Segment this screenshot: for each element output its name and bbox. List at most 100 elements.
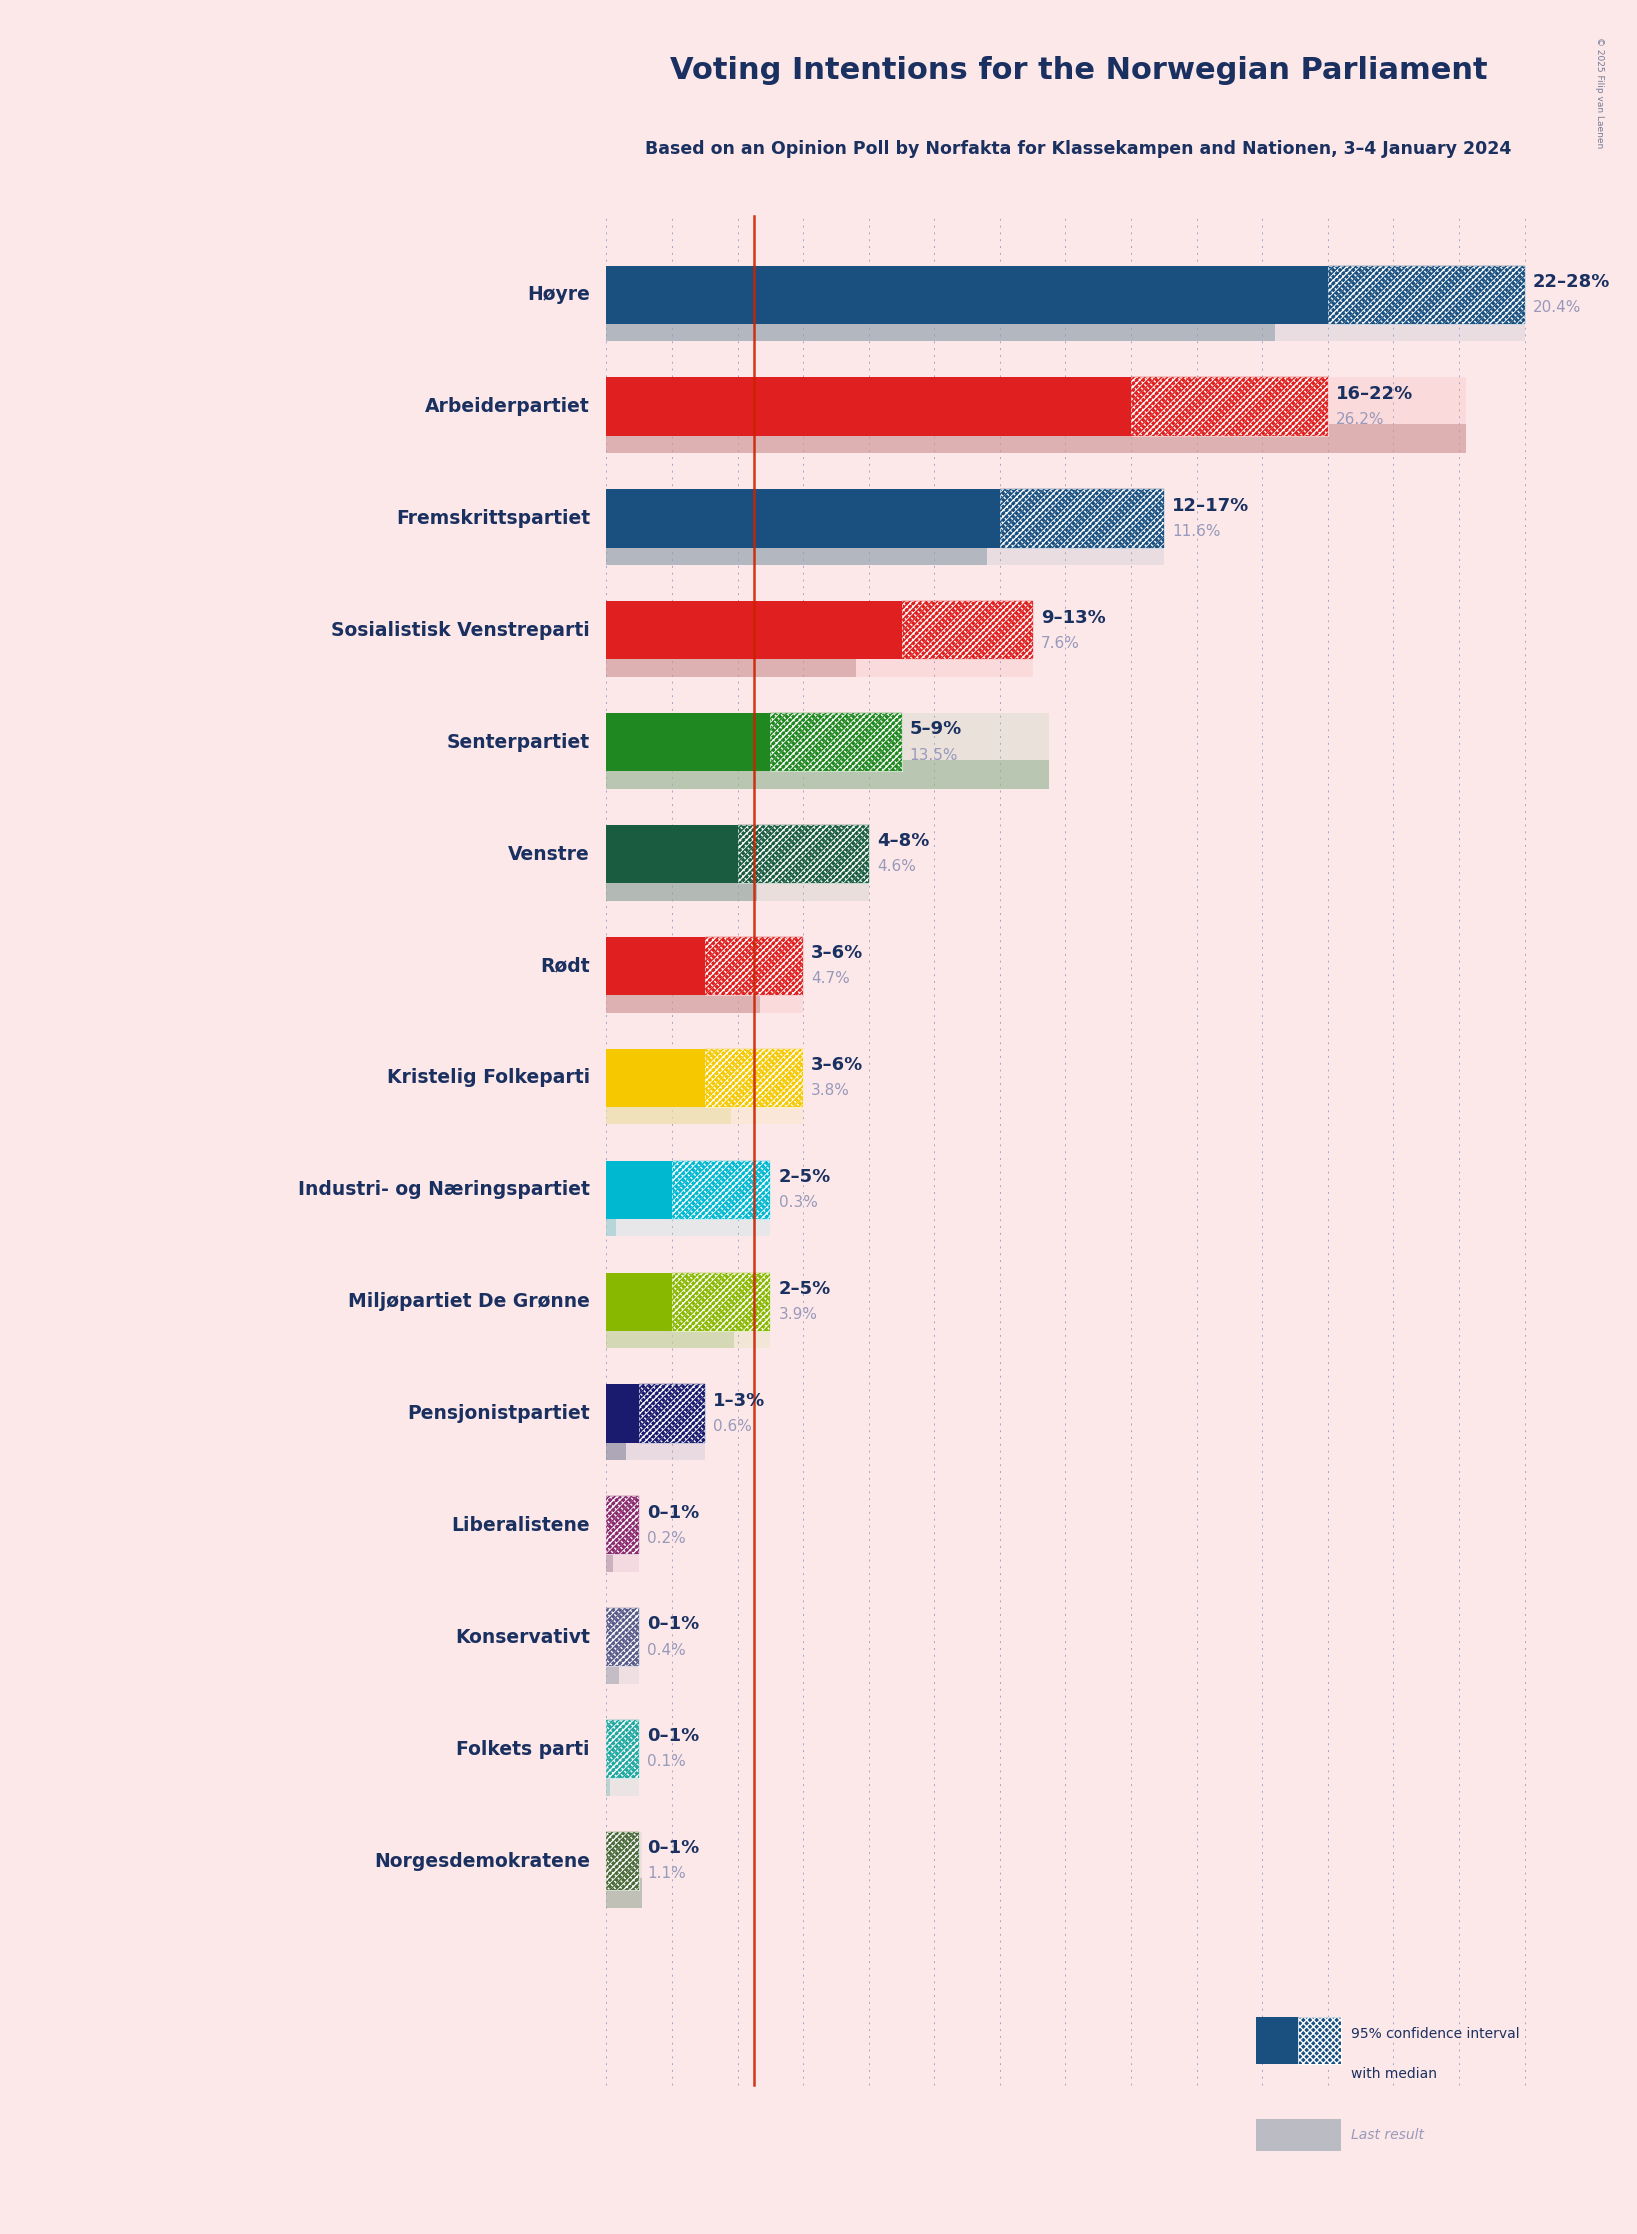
Text: 20.4%: 20.4% bbox=[1532, 299, 1581, 315]
Text: Fremskrittspartiet: Fremskrittspartiet bbox=[396, 509, 589, 527]
Text: 4–8%: 4–8% bbox=[877, 833, 930, 851]
Bar bbox=[606, 266, 1524, 342]
Bar bbox=[638, 1385, 704, 1443]
Bar bbox=[606, 1497, 638, 1573]
Bar bbox=[606, 1767, 609, 1796]
Bar bbox=[606, 1385, 704, 1461]
Text: Miljøpartiet De Grønne: Miljøpartiet De Grønne bbox=[349, 1291, 589, 1311]
Text: 11.6%: 11.6% bbox=[1172, 523, 1221, 538]
Bar bbox=[606, 1832, 642, 1908]
Text: 0–1%: 0–1% bbox=[647, 1839, 699, 1856]
Text: 0.1%: 0.1% bbox=[647, 1754, 686, 1769]
Bar bbox=[606, 1832, 638, 1890]
Bar bbox=[606, 1497, 638, 1555]
Bar bbox=[671, 1162, 771, 1220]
Bar bbox=[902, 601, 1033, 659]
Bar bbox=[606, 1497, 638, 1555]
Bar bbox=[606, 1162, 671, 1220]
Bar bbox=[606, 824, 869, 900]
Text: with median: with median bbox=[1351, 2066, 1437, 2080]
Bar bbox=[1328, 266, 1524, 324]
Bar bbox=[606, 1048, 804, 1124]
Bar bbox=[771, 713, 902, 771]
Text: 0–1%: 0–1% bbox=[647, 1615, 699, 1633]
Bar bbox=[671, 1273, 771, 1331]
Text: 2–5%: 2–5% bbox=[779, 1168, 830, 1186]
Bar bbox=[1298, 2017, 1341, 2064]
Bar bbox=[606, 489, 1164, 565]
Bar bbox=[606, 713, 771, 771]
Bar bbox=[606, 1720, 638, 1778]
Bar bbox=[1256, 2120, 1341, 2151]
Bar bbox=[704, 1048, 804, 1108]
Bar bbox=[671, 1273, 771, 1331]
Bar bbox=[1131, 378, 1328, 436]
Bar bbox=[704, 936, 804, 994]
Bar bbox=[606, 1048, 704, 1108]
Bar bbox=[606, 1162, 771, 1235]
Text: 1.1%: 1.1% bbox=[647, 1865, 686, 1881]
Text: 22–28%: 22–28% bbox=[1532, 273, 1611, 290]
Bar bbox=[606, 1273, 671, 1331]
Bar bbox=[606, 936, 804, 1012]
Text: 16–22%: 16–22% bbox=[1336, 384, 1413, 402]
Text: 5–9%: 5–9% bbox=[910, 719, 963, 739]
Text: 0.6%: 0.6% bbox=[712, 1419, 751, 1434]
Text: Pensjonistpartiet: Pensjonistpartiet bbox=[408, 1403, 589, 1423]
Text: 0.2%: 0.2% bbox=[647, 1530, 686, 1546]
Bar bbox=[606, 378, 1465, 454]
Bar bbox=[1000, 489, 1164, 547]
Bar bbox=[606, 1720, 638, 1796]
Text: © 2025 Filip van Laenen: © 2025 Filip van Laenen bbox=[1594, 38, 1604, 150]
Text: 3.9%: 3.9% bbox=[779, 1307, 817, 1323]
Text: 0–1%: 0–1% bbox=[647, 1727, 699, 1745]
Bar bbox=[606, 824, 738, 882]
Text: Arbeiderpartiet: Arbeiderpartiet bbox=[426, 398, 589, 416]
Text: 26.2%: 26.2% bbox=[1336, 411, 1385, 427]
Bar bbox=[606, 1318, 735, 1347]
Bar bbox=[1131, 378, 1328, 436]
Text: Rødt: Rødt bbox=[540, 956, 589, 976]
Bar bbox=[671, 1273, 771, 1331]
Bar bbox=[771, 713, 902, 771]
Text: Voting Intentions for the Norwegian Parliament: Voting Intentions for the Norwegian Parl… bbox=[670, 56, 1488, 85]
Bar bbox=[704, 936, 804, 994]
Text: Senterpartiet: Senterpartiet bbox=[447, 733, 589, 751]
Bar bbox=[606, 1879, 642, 1908]
Bar bbox=[606, 1497, 638, 1555]
Text: Høyre: Høyre bbox=[527, 286, 589, 304]
Text: Folkets parti: Folkets parti bbox=[457, 1740, 589, 1758]
Bar bbox=[738, 824, 869, 882]
Bar bbox=[606, 424, 1465, 454]
Bar bbox=[606, 1432, 625, 1461]
Bar bbox=[704, 936, 804, 994]
Text: Based on an Opinion Poll by Norfakta for Klassekampen and Nationen, 3–4 January : Based on an Opinion Poll by Norfakta for… bbox=[645, 141, 1513, 159]
Bar bbox=[1328, 266, 1524, 324]
Bar bbox=[606, 713, 1049, 789]
Text: Liberalistene: Liberalistene bbox=[452, 1517, 589, 1535]
Bar bbox=[606, 313, 1275, 342]
Bar bbox=[606, 983, 761, 1012]
Bar bbox=[704, 1048, 804, 1108]
Bar bbox=[606, 1832, 638, 1890]
Text: Konservativt: Konservativt bbox=[455, 1629, 589, 1646]
Bar bbox=[606, 1608, 638, 1684]
Bar bbox=[671, 1162, 771, 1220]
Bar bbox=[738, 824, 869, 882]
Text: Venstre: Venstre bbox=[507, 844, 589, 865]
Text: 4.7%: 4.7% bbox=[812, 972, 850, 985]
Bar bbox=[606, 1385, 638, 1443]
Bar bbox=[606, 1720, 638, 1778]
Bar bbox=[606, 936, 704, 994]
Bar bbox=[638, 1385, 704, 1443]
Bar bbox=[902, 601, 1033, 659]
Text: 95% confidence interval: 95% confidence interval bbox=[1351, 2028, 1519, 2042]
Text: 3–6%: 3–6% bbox=[812, 1057, 864, 1075]
Text: 7.6%: 7.6% bbox=[1041, 637, 1080, 650]
Bar bbox=[738, 824, 869, 882]
Bar bbox=[638, 1385, 704, 1443]
Text: Industri- og Næringspartiet: Industri- og Næringspartiet bbox=[298, 1180, 589, 1200]
Bar bbox=[606, 1720, 638, 1778]
Bar bbox=[606, 601, 1033, 677]
Bar bbox=[606, 536, 987, 565]
